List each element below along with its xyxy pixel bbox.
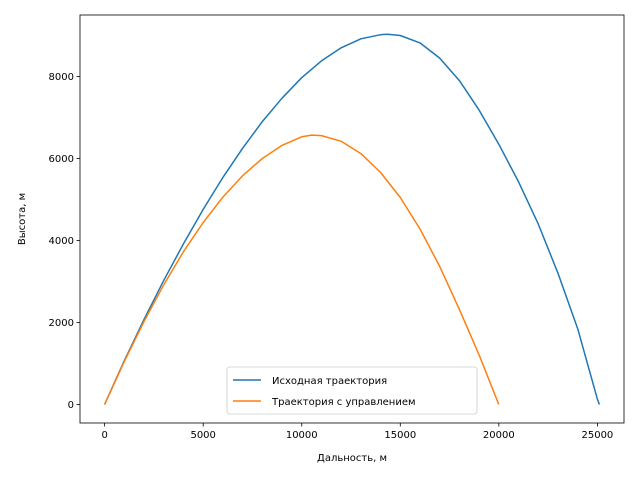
x-axis-ticks: 0 5000 10000 15000 20000 25000 (101, 423, 613, 441)
plot-lines (103, 33, 601, 405)
y-tick-label: 6000 (49, 154, 74, 165)
x-tick-label: 5000 (190, 430, 215, 441)
axes-frame (79, 14, 625, 424)
x-tick-label: 10000 (286, 430, 318, 441)
y-tick-label: 4000 (49, 236, 74, 247)
x-tick-label: 20000 (483, 430, 515, 441)
x-tick-label: 15000 (384, 430, 416, 441)
y-tick-label: 8000 (49, 72, 74, 83)
y-tick-label: 0 (68, 400, 74, 411)
legend: Исходная траектория Траектория с управлен… (226, 366, 478, 415)
legend-label-2: Траектория с управлением (271, 397, 416, 408)
y-axis-label: Высота, м (17, 193, 28, 245)
legend-label-1: Исходная траектория (272, 376, 387, 387)
y-axis-ticks: 0 2000 4000 6000 8000 (49, 72, 80, 411)
x-tick-label: 0 (101, 430, 107, 441)
y-tick-label: 2000 (49, 318, 74, 329)
x-tick-label: 25000 (581, 430, 613, 441)
x-axis-label: Дальность, м (317, 453, 387, 464)
legend-box (226, 366, 478, 415)
series-line-1 (103, 33, 601, 405)
series-line-2 (103, 134, 500, 405)
